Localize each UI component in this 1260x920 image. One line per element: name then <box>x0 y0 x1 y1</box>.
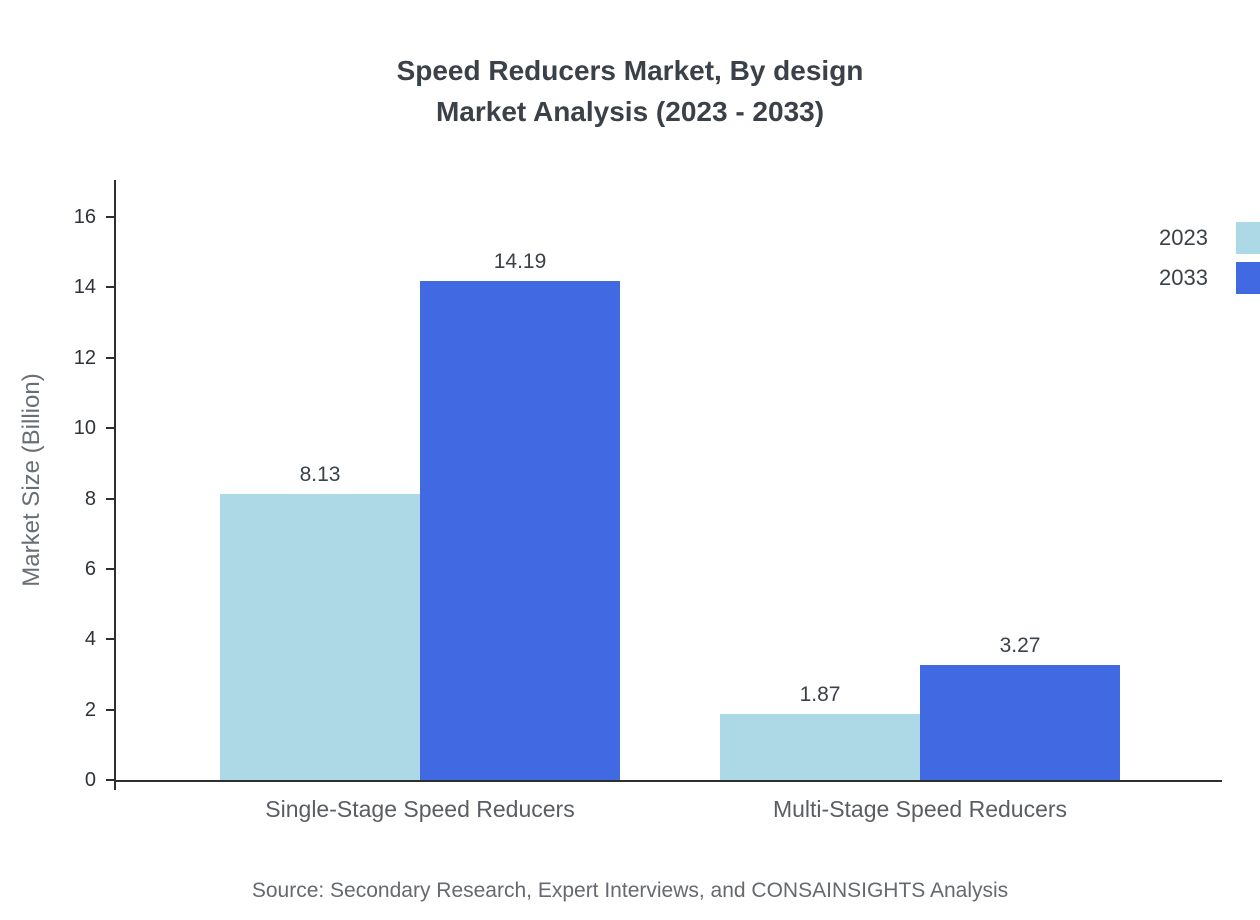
y-tick-label: 2 <box>84 698 96 721</box>
y-tick-label: 6 <box>84 557 96 580</box>
source-note: Source: Secondary Research, Expert Inter… <box>251 879 1009 902</box>
legend-label: 2023 <box>1159 225 1208 250</box>
x-category-label: Multi-Stage Speed Reducers <box>772 796 1068 822</box>
legend: 2023 2033 <box>1092 218 1260 298</box>
y-tick-label: 8 <box>84 487 96 510</box>
legend-label: 2033 <box>1159 265 1208 290</box>
y-axis <box>114 180 116 790</box>
legend-swatch <box>1236 222 1260 254</box>
y-tick-label: 10 <box>73 417 96 440</box>
bar-value-label: 1.87 <box>799 683 841 707</box>
y-tick-mark <box>106 356 114 359</box>
x-axis <box>114 780 1222 782</box>
y-tick-mark <box>106 427 114 430</box>
y-tick-mark <box>106 638 114 641</box>
y-tick-mark <box>106 708 114 711</box>
bar-2033-1 <box>420 280 620 780</box>
bar-2033-2 <box>920 664 1120 780</box>
y-tick-mark <box>106 286 114 289</box>
y-tick-label: 12 <box>73 346 96 369</box>
y-tick-label: 4 <box>84 628 96 651</box>
bar-value-label: 14.19 <box>493 249 547 273</box>
bar-value-label: 3.27 <box>999 633 1041 657</box>
bar-2023-1 <box>220 493 420 780</box>
chart-title-line2: Market Analysis (2023 - 2033) <box>435 96 825 127</box>
legend-item-2023: 2023 <box>1092 218 1260 258</box>
chart-title: Speed Reducers Market, By design Market … <box>0 50 1260 132</box>
y-tick-label: 0 <box>84 769 96 791</box>
legend-item-2033: 2033 <box>1092 258 1260 298</box>
y-tick-mark <box>106 567 114 570</box>
bar-value-label: 8.13 <box>299 462 341 486</box>
x-category-label: Single-Stage Speed Reducers <box>265 796 575 822</box>
y-tick-mark <box>106 497 114 500</box>
y-tick-label: 16 <box>73 206 96 228</box>
y-tick-mark <box>106 779 114 781</box>
legend-swatch <box>1236 262 1260 294</box>
bar-2023-2 <box>720 714 920 780</box>
chart-title-line1: Speed Reducers Market, By design <box>396 55 864 86</box>
y-tick-label: 14 <box>73 276 96 299</box>
y-tick-mark <box>106 216 114 218</box>
